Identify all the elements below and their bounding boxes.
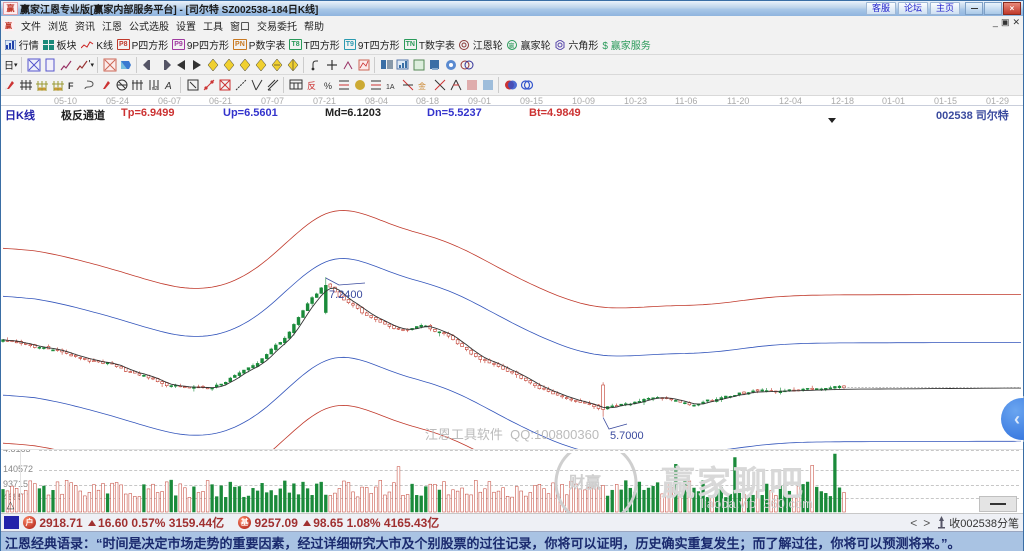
svg-text:n2: n2 — [152, 86, 158, 92]
svg-text:金: 金 — [418, 81, 426, 91]
svg-text:%: % — [324, 81, 332, 91]
svg-text:A: A — [164, 81, 172, 92]
svg-text:1A: 1A — [386, 84, 395, 91]
svg-text:F: F — [68, 81, 74, 91]
svg-text:赢: 赢 — [508, 42, 514, 50]
svg-text:5.7000: 5.7000 — [610, 430, 644, 442]
svg-text:7.2400: 7.2400 — [329, 289, 363, 301]
svg-text:反: 反 — [307, 81, 316, 91]
